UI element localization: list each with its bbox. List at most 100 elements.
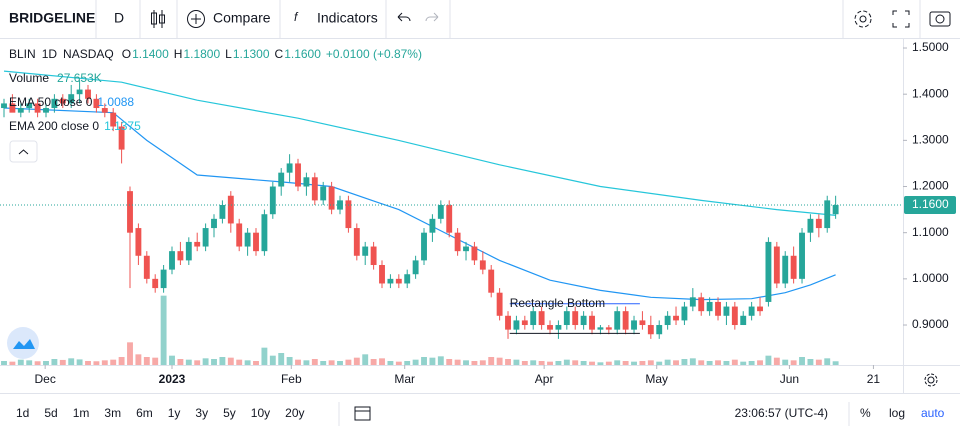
- volume-bar: [631, 361, 637, 365]
- candle-body: [9, 103, 16, 113]
- volume-bar: [26, 360, 33, 365]
- volume-bar: [143, 357, 150, 365]
- volume-bar: [505, 359, 511, 365]
- candle-body: [488, 269, 495, 293]
- candle-body: [404, 274, 411, 284]
- volume-bar: [647, 360, 654, 365]
- volume-bar: [261, 347, 268, 365]
- scale-button[interactable]: auto: [921, 406, 945, 420]
- candle-body: [664, 315, 671, 326]
- x-tick-label: Jun: [780, 372, 799, 386]
- candle-body: [51, 98, 58, 109]
- compare-icon[interactable]: [187, 10, 205, 28]
- volume-bar: [244, 360, 251, 365]
- screenshot-icon[interactable]: [929, 11, 951, 27]
- legend-symbol: BLIN: [9, 47, 36, 61]
- legend-change: +0.0100 (+0.87%): [326, 47, 422, 61]
- volume-bar: [236, 359, 243, 365]
- compare-button[interactable]: Compare: [213, 10, 271, 26]
- volume-bar: [219, 357, 226, 365]
- candle-body: [563, 311, 570, 326]
- undo-icon[interactable]: [397, 12, 411, 22]
- candle-body: [429, 218, 436, 233]
- range-button[interactable]: 1d: [16, 406, 29, 420]
- date-range-icon[interactable]: [354, 406, 371, 421]
- range-button[interactable]: 20y: [285, 406, 304, 420]
- legend-volume: 27.653K: [57, 71, 102, 85]
- candle-body: [639, 320, 646, 326]
- candle-body: [244, 232, 251, 247]
- candle-body: [673, 315, 679, 321]
- last-price-box: [904, 195, 956, 214]
- candle-body: [185, 241, 192, 261]
- candle-body: [521, 320, 528, 326]
- x-tick-label: Dec: [34, 372, 55, 386]
- chart-type-icon[interactable]: [151, 10, 165, 28]
- legend-ema50: 1.0088: [97, 95, 134, 109]
- legend-ema200: 1.1375: [104, 119, 141, 133]
- volume-bar: [68, 358, 75, 365]
- candle-body: [26, 103, 33, 109]
- volume-bar: [488, 357, 495, 365]
- axis-settings[interactable]: [924, 373, 938, 387]
- clock: 23:06:57 (UTC-4): [735, 406, 828, 420]
- legend-interval: 1D: [42, 47, 58, 61]
- candle-body: [555, 325, 562, 330]
- volume-bar: [723, 361, 730, 365]
- volume-bar: [463, 360, 469, 365]
- candle-body: [202, 228, 209, 247]
- range-button[interactable]: 10y: [251, 406, 270, 420]
- range-button[interactable]: 1m: [73, 406, 90, 420]
- y-tick-label: 0.9000: [912, 317, 949, 331]
- candle-body: [748, 306, 755, 316]
- indicators-icon[interactable]: f: [294, 10, 299, 24]
- volume-bar: [253, 361, 259, 365]
- redo-icon[interactable]: [425, 12, 439, 22]
- indicators-button[interactable]: Indicators: [317, 10, 378, 26]
- volume-bar: [43, 361, 49, 365]
- volume-bar: [832, 361, 839, 365]
- volume-bar: [689, 358, 696, 365]
- candle-body: [437, 204, 444, 219]
- candle-body: [547, 325, 553, 330]
- range-button[interactable]: 5y: [223, 406, 236, 420]
- volume-bar: [227, 357, 234, 365]
- range-button[interactable]: 3y: [195, 406, 208, 420]
- candle-body: [143, 255, 150, 279]
- range-button[interactable]: 3m: [104, 406, 121, 420]
- volume-bar: [715, 360, 721, 365]
- candle-body: [269, 186, 276, 215]
- candle-body: [101, 108, 108, 113]
- settings-icon[interactable]: [854, 10, 872, 28]
- range-button[interactable]: 6m: [136, 406, 153, 420]
- candle-body: [1, 103, 7, 109]
- candle-body: [790, 255, 797, 279]
- candle-body: [76, 89, 83, 95]
- volume-bar: [395, 361, 402, 365]
- candle-body: [731, 306, 738, 326]
- toolbar: [0, 0, 960, 38]
- candle-body: [681, 306, 688, 321]
- candle-body: [118, 126, 125, 150]
- candle-body: [824, 200, 831, 229]
- range-button[interactable]: 5d: [44, 406, 57, 420]
- candle-body: [34, 103, 41, 113]
- collapse-legend[interactable]: [9, 140, 38, 163]
- volume-bar: [815, 359, 822, 365]
- scale-button[interactable]: %: [860, 406, 871, 420]
- interval[interactable]: D: [114, 10, 124, 26]
- volume-bar: [782, 359, 789, 365]
- volume-bar: [286, 357, 293, 365]
- volume-bar: [790, 360, 797, 365]
- fullscreen-icon[interactable]: [892, 10, 910, 28]
- candle-body: [446, 204, 453, 233]
- candle-body: [572, 311, 579, 326]
- volume-bar: [513, 359, 520, 365]
- range-button[interactable]: 1y: [168, 406, 181, 420]
- x-tick-label: Mar: [394, 372, 415, 386]
- volume-bar: [152, 357, 159, 365]
- volume-bar: [547, 361, 553, 365]
- symbol[interactable]: BRIDGELINE: [9, 10, 95, 26]
- scale-button[interactable]: log: [889, 406, 905, 420]
- candle-body: [421, 232, 427, 261]
